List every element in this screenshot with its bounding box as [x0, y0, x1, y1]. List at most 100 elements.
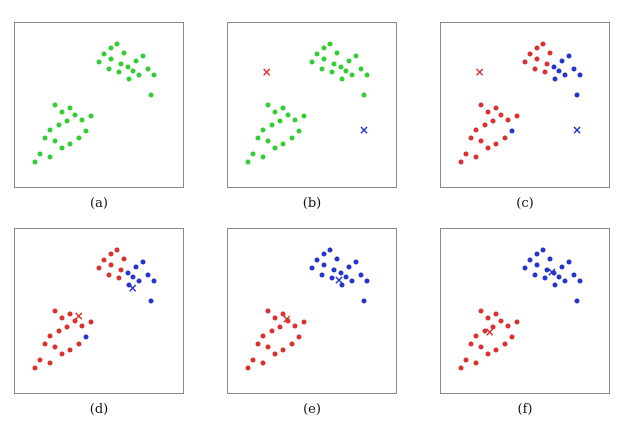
data-point — [145, 66, 151, 72]
data-point — [125, 270, 131, 276]
data-point — [140, 53, 146, 59]
data-point — [67, 105, 73, 111]
data-point — [245, 159, 251, 165]
data-point — [343, 68, 349, 74]
data-point — [269, 122, 275, 128]
data-point — [509, 128, 515, 134]
data-point — [133, 264, 139, 270]
data-point — [547, 50, 553, 56]
data-point — [277, 324, 283, 330]
data-point — [59, 145, 65, 151]
data-point — [547, 256, 553, 262]
data-point — [72, 112, 78, 118]
data-point — [478, 344, 484, 350]
data-point — [338, 270, 344, 276]
data-point — [331, 61, 337, 67]
data-point — [478, 102, 484, 108]
data-point — [331, 267, 337, 273]
panel-label-a: (a) — [90, 196, 108, 211]
data-point — [245, 365, 251, 371]
data-point — [490, 118, 496, 124]
data-point — [364, 278, 370, 284]
scatter-plot-f: × × — [440, 228, 610, 394]
data-point — [96, 265, 102, 271]
data-point — [346, 58, 352, 64]
centroid-marker-blue: × — [127, 281, 138, 296]
data-point — [37, 151, 43, 157]
data-point — [502, 341, 508, 347]
data-point — [72, 318, 78, 324]
data-point — [56, 328, 62, 334]
data-point — [47, 333, 53, 339]
data-point — [280, 141, 286, 147]
data-point — [130, 274, 136, 280]
data-point — [527, 257, 533, 263]
data-point — [277, 118, 283, 124]
data-point — [118, 267, 124, 273]
data-point — [88, 113, 94, 119]
data-point — [64, 324, 70, 330]
panel-label-d: (d) — [89, 402, 109, 417]
data-point — [552, 282, 558, 288]
data-point — [292, 117, 298, 123]
data-point — [148, 298, 154, 304]
data-point — [482, 122, 488, 128]
data-point — [334, 50, 340, 56]
data-point — [339, 282, 345, 288]
data-point — [67, 347, 73, 353]
kmeans-panel-d: × × (d) — [14, 228, 184, 420]
data-point — [327, 247, 333, 253]
data-point — [463, 357, 469, 363]
data-point — [126, 76, 132, 82]
data-point — [116, 275, 122, 281]
scatter-plot-e: × × — [227, 228, 397, 394]
data-point — [114, 41, 120, 47]
data-point — [485, 145, 491, 151]
data-point — [527, 51, 533, 57]
data-point — [280, 311, 286, 317]
data-point — [280, 347, 286, 353]
data-point — [88, 319, 94, 325]
data-point — [118, 61, 124, 67]
data-point — [552, 76, 558, 82]
data-point — [125, 64, 131, 70]
data-point — [346, 264, 352, 270]
data-point — [296, 128, 302, 134]
data-point — [301, 113, 307, 119]
data-point — [361, 298, 367, 304]
data-point — [108, 56, 114, 62]
data-point — [339, 76, 345, 82]
data-point — [574, 92, 580, 98]
data-point — [358, 66, 364, 72]
centroid-marker-blue: × — [546, 264, 557, 279]
data-point — [321, 262, 327, 268]
data-point — [67, 311, 73, 317]
data-point — [59, 315, 65, 321]
data-point — [498, 112, 504, 118]
data-point — [509, 334, 515, 340]
scatter-plot-d: × × — [14, 228, 184, 394]
data-point — [285, 112, 291, 118]
centroid-marker-red: × — [474, 65, 485, 80]
data-point — [505, 323, 511, 329]
data-point — [83, 334, 89, 340]
data-point — [485, 315, 491, 321]
data-point — [361, 92, 367, 98]
centroid-marker-red: × — [261, 65, 272, 80]
data-point — [522, 265, 528, 271]
data-point — [566, 53, 572, 59]
data-point — [505, 117, 511, 123]
data-point — [52, 102, 58, 108]
data-point — [319, 272, 325, 278]
data-point — [478, 138, 484, 144]
data-point — [140, 259, 146, 265]
data-point — [498, 318, 504, 324]
data-point — [96, 59, 102, 65]
data-point — [544, 267, 550, 273]
data-point — [577, 72, 583, 78]
data-point — [52, 344, 58, 350]
panel-label-b: (b) — [302, 196, 322, 211]
data-point — [364, 72, 370, 78]
data-point — [321, 56, 327, 62]
data-point — [255, 135, 261, 141]
